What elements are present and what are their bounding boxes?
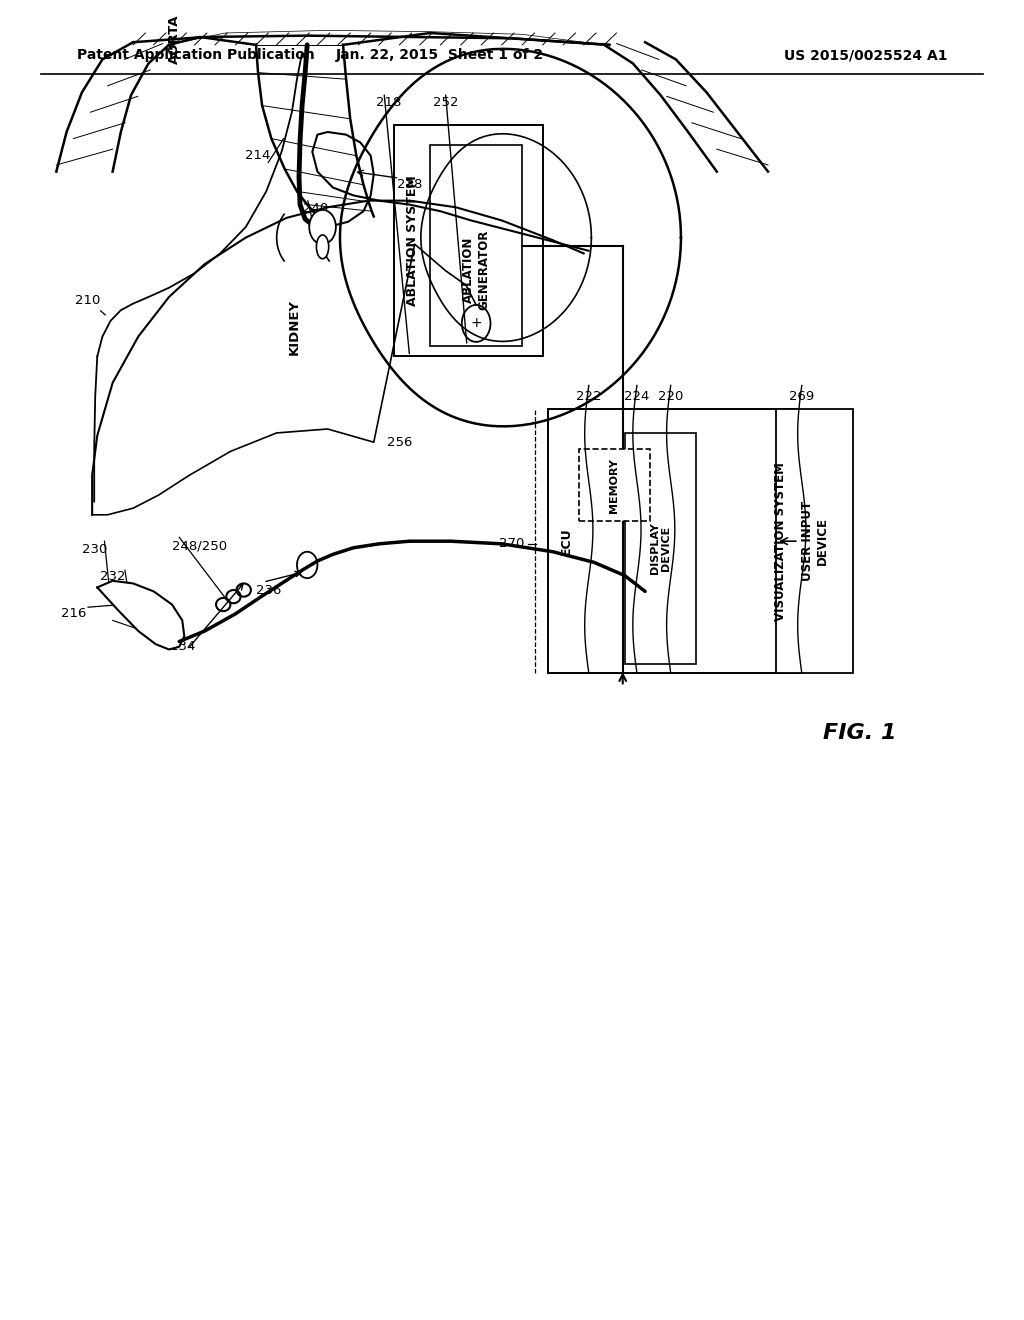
- Bar: [776, 409, 853, 673]
- Text: KIDNEY: KIDNEY: [288, 300, 300, 355]
- Text: USER INPUT
DEVICE: USER INPUT DEVICE: [801, 502, 828, 581]
- Bar: [394, 125, 543, 356]
- Text: 218: 218: [377, 96, 401, 110]
- Text: 238: 238: [397, 178, 422, 191]
- Text: ECU: ECU: [560, 528, 572, 554]
- Text: MEMORY: MEMORY: [609, 458, 620, 512]
- Text: AORTA: AORTA: [168, 15, 180, 65]
- Bar: [430, 145, 522, 346]
- Bar: [579, 449, 650, 521]
- Text: FIG. 1: FIG. 1: [823, 722, 897, 743]
- Text: 232: 232: [100, 570, 125, 583]
- Text: 224: 224: [625, 389, 649, 403]
- Text: ABLATION
GENERATOR: ABLATION GENERATOR: [462, 230, 490, 310]
- Text: 240: 240: [303, 202, 328, 215]
- Text: 256: 256: [387, 436, 412, 449]
- Text: Patent Application Publication: Patent Application Publication: [77, 49, 314, 62]
- Text: 220: 220: [658, 389, 683, 403]
- Text: 236: 236: [256, 583, 281, 597]
- Text: 214: 214: [246, 149, 270, 162]
- Ellipse shape: [316, 235, 329, 259]
- Text: 216: 216: [61, 607, 86, 620]
- Circle shape: [309, 210, 336, 244]
- Bar: [548, 409, 799, 673]
- Text: US 2015/0025524 A1: US 2015/0025524 A1: [783, 49, 947, 62]
- Text: DISPLAY
DEVICE: DISPLAY DEVICE: [649, 523, 672, 574]
- Text: VISUALIZATION SYSTEM: VISUALIZATION SYSTEM: [774, 462, 786, 620]
- Text: 269: 269: [790, 389, 814, 403]
- Polygon shape: [97, 581, 184, 649]
- Text: 248/250: 248/250: [172, 540, 227, 553]
- Text: 230: 230: [82, 543, 106, 556]
- Text: +: +: [470, 317, 482, 330]
- Text: 222: 222: [577, 389, 601, 403]
- Bar: [625, 433, 696, 664]
- Text: 234: 234: [170, 640, 195, 653]
- Text: 210: 210: [76, 294, 100, 308]
- Text: 270: 270: [499, 537, 524, 550]
- Text: Jan. 22, 2015  Sheet 1 of 2: Jan. 22, 2015 Sheet 1 of 2: [336, 49, 545, 62]
- Text: 252: 252: [433, 96, 458, 110]
- Text: ABLATION SYSTEM: ABLATION SYSTEM: [407, 176, 419, 306]
